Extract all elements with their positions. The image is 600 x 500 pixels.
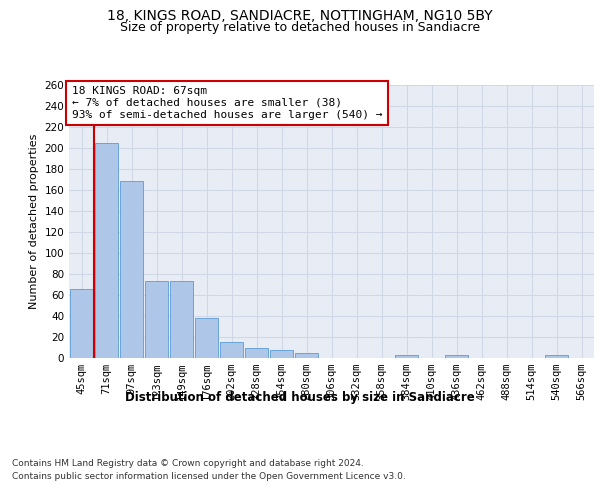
Y-axis label: Number of detached properties: Number of detached properties xyxy=(29,134,39,309)
Bar xyxy=(445,356,468,358)
Text: Distribution of detached houses by size in Sandiacre: Distribution of detached houses by size … xyxy=(125,391,475,404)
Bar xyxy=(245,348,268,358)
Bar xyxy=(220,342,243,357)
Bar xyxy=(70,290,93,358)
Bar xyxy=(170,281,193,357)
Text: Contains HM Land Registry data © Crown copyright and database right 2024.
Contai: Contains HM Land Registry data © Crown c… xyxy=(12,459,406,481)
Text: Size of property relative to detached houses in Sandiacre: Size of property relative to detached ho… xyxy=(120,21,480,34)
Bar xyxy=(195,318,218,358)
Bar xyxy=(95,142,118,358)
Bar xyxy=(120,182,143,358)
Bar xyxy=(295,354,318,358)
Bar xyxy=(270,350,293,358)
Text: 18, KINGS ROAD, SANDIACRE, NOTTINGHAM, NG10 5BY: 18, KINGS ROAD, SANDIACRE, NOTTINGHAM, N… xyxy=(107,9,493,23)
Bar xyxy=(145,281,168,357)
Bar xyxy=(545,356,568,358)
Bar xyxy=(395,356,418,358)
Text: 18 KINGS ROAD: 67sqm
← 7% of detached houses are smaller (38)
93% of semi-detach: 18 KINGS ROAD: 67sqm ← 7% of detached ho… xyxy=(71,86,382,120)
